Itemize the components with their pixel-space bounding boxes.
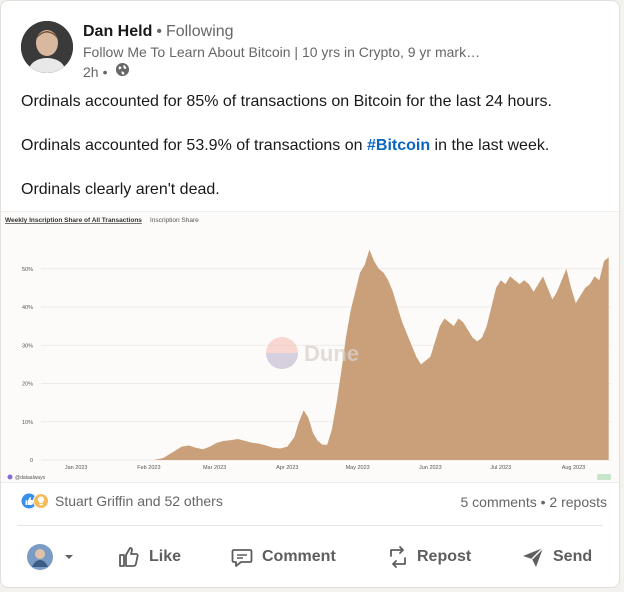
series-area xyxy=(41,249,609,460)
divider xyxy=(17,525,603,526)
like-button[interactable]: Like xyxy=(117,541,181,573)
reactors-text[interactable]: Stuart Griffin and 52 others xyxy=(55,493,223,509)
globe-icon xyxy=(115,62,130,81)
post-paragraph-1: Ordinals accounted for 85% of transactio… xyxy=(21,93,552,110)
dune-badge xyxy=(597,474,611,480)
para2-before: Ordinals accounted for 53.9% of transact… xyxy=(21,137,367,154)
x-tick-label: Jan 2023 xyxy=(65,465,88,471)
x-tick-label: Jul 2023 xyxy=(490,465,511,471)
post-paragraph-3: Ordinals clearly aren't dead. xyxy=(21,181,220,198)
like-reaction-icon xyxy=(21,493,37,509)
y-tick-label: 50% xyxy=(22,267,33,273)
separator-dot: • xyxy=(102,63,108,80)
comment-label: Comment xyxy=(262,548,336,565)
y-axis-ticks: 0 10% 20% 30% 40% 50% xyxy=(22,267,33,464)
reaction-selector-button[interactable] xyxy=(27,541,75,573)
send-label: Send xyxy=(553,548,593,565)
reactions-summary[interactable]: Stuart Griffin and 52 others xyxy=(21,493,223,509)
send-button[interactable]: Send xyxy=(521,541,592,573)
x-tick-label: Jun 2023 xyxy=(419,465,442,471)
para2-after: in the last week. xyxy=(430,137,550,154)
hashtag-bitcoin[interactable]: #Bitcoin xyxy=(366,137,431,154)
chart-image[interactable]: Weekly Inscription Share of All Transact… xyxy=(1,211,619,483)
follow-status: Following xyxy=(165,23,234,40)
x-axis-ticks: Jan 2023 Feb 2023 Mar 2023 Apr 2023 May 2023… xyxy=(65,465,585,471)
comments-reposts-count[interactable]: 5 comments • 2 reposts xyxy=(460,494,607,510)
user-avatar-small xyxy=(27,544,53,570)
repost-label: Repost xyxy=(417,548,472,565)
author-meta: Dan Held • Following Follow Me To Learn Ab… xyxy=(83,22,603,81)
y-tick-label: 0 xyxy=(30,458,33,464)
post-time-row: 2h • xyxy=(83,62,603,81)
x-tick-label: Feb 2023 xyxy=(137,465,160,471)
name-row: Dan Held • Following xyxy=(83,22,603,42)
chart-title: Weekly Inscription Share of All Transact… xyxy=(5,217,142,224)
chart-subtitle: Inscription Share xyxy=(150,217,199,224)
send-icon xyxy=(523,547,544,567)
chevron-down-icon xyxy=(65,555,73,559)
comment-button[interactable]: Comment xyxy=(230,541,336,573)
author-headline: Follow Me To Learn About Bitcoin | 10 yr… xyxy=(83,44,481,60)
author-tag: @dataalways xyxy=(7,474,46,481)
x-tick-label: Apr 2023 xyxy=(276,465,298,471)
social-counts: Stuart Griffin and 52 others 5 comments … xyxy=(21,493,607,515)
comment-icon xyxy=(231,549,253,567)
author-name[interactable]: Dan Held xyxy=(83,23,153,40)
separator-dot: • xyxy=(156,23,162,40)
post-body: Ordinals accounted for 85% of transactio… xyxy=(21,91,611,223)
y-tick-label: 10% xyxy=(22,420,33,426)
x-tick-label: May 2023 xyxy=(346,465,370,471)
watermark-text: Dune xyxy=(304,341,359,366)
y-tick-label: 30% xyxy=(22,343,33,349)
repost-icon xyxy=(390,546,406,568)
y-tick-label: 40% xyxy=(22,305,33,311)
inscription-share-chart: Weekly Inscription Share of All Transact… xyxy=(5,217,611,481)
x-tick-label: Mar 2023 xyxy=(203,465,226,471)
post-header: Dan Held • Following Follow Me To Learn Ab… xyxy=(21,21,601,81)
action-bar: Like Comment Repost Send xyxy=(1,533,619,581)
x-tick-label: Aug 2023 xyxy=(562,465,586,471)
dune-watermark: Dune xyxy=(266,337,359,369)
author-avatar[interactable] xyxy=(21,21,73,73)
insightful-reaction-icon xyxy=(33,493,49,509)
like-icon xyxy=(119,547,139,567)
y-tick-label: 20% xyxy=(22,382,33,388)
post-paragraph-2: Ordinals accounted for 53.9% of transact… xyxy=(21,135,611,157)
author-tag-text: @dataalways xyxy=(15,475,46,481)
repost-button[interactable]: Repost xyxy=(387,541,471,573)
like-label: Like xyxy=(149,548,182,565)
post-time: 2h xyxy=(83,63,99,80)
